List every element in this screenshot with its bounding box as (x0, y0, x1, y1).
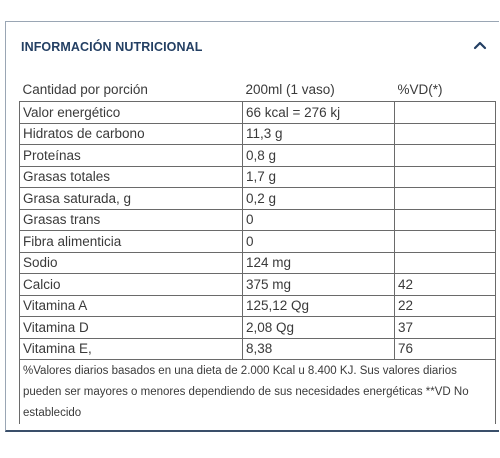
nutrient-amount: 375 mg (242, 273, 395, 296)
nutrient-amount: 0 (242, 230, 395, 253)
nutrient-vd: 37 (394, 316, 496, 339)
nutrient-amount: 125,12 Qg (242, 294, 395, 317)
table-row: Vitamina D 2,08 Qg 37 (19, 316, 496, 339)
table-row: Valor energético 66 kcal = 276 kj (19, 101, 496, 124)
table-row: Vitamina E, 8,38 76 (19, 337, 496, 360)
nutrient-vd (394, 165, 496, 188)
table-row: Hidratos de carbono 11,3 g (19, 122, 496, 145)
nutrient-name: Proteínas (19, 144, 243, 167)
nutrient-vd (394, 122, 496, 145)
nutrient-name: Vitamina E, (19, 337, 243, 360)
nutrient-vd (394, 251, 496, 274)
table-row: Sodio 124 mg (19, 251, 496, 274)
header-cell-amount: 200ml (1 vaso) (245, 82, 335, 97)
nutrient-amount: 0,8 g (242, 144, 395, 167)
nutrient-name: Valor energético (19, 101, 243, 124)
chevron-up-icon[interactable] (473, 40, 487, 50)
nutrient-vd (394, 101, 496, 124)
section-title: INFORMACIÓN NUTRICIONAL (21, 40, 203, 54)
nutrient-amount: 0 (242, 208, 395, 231)
nutrient-amount: 0,2 g (242, 187, 395, 210)
table-row: Vitamina A 125,12 Qg 22 (19, 294, 496, 317)
nutrient-vd: 42 (394, 273, 496, 296)
nutrient-vd (394, 187, 496, 210)
nutrition-table: Cantidad por porción 200ml (1 vaso) %VD(… (19, 78, 496, 424)
nutrient-name: Sodio (19, 251, 243, 274)
nutrient-vd: 22 (394, 294, 496, 317)
nutrient-vd: 76 (394, 337, 496, 360)
nutrient-vd (394, 144, 496, 167)
table-row: Grasas trans 0 (19, 208, 496, 231)
nutrient-name: Grasas trans (19, 208, 243, 231)
nutrition-info-header[interactable]: INFORMACIÓN NUTRICIONAL (6, 22, 499, 66)
nutrient-name: Fibra alimenticia (19, 230, 243, 253)
nutrient-amount: 66 kcal = 276 kj (242, 101, 395, 124)
nutrient-amount: 1,7 g (242, 165, 395, 188)
header-cell-serving: Cantidad por porción (22, 82, 148, 97)
table-row: Grasas totales 1,7 g (19, 165, 496, 188)
nutrient-amount: 2,08 Qg (242, 316, 395, 339)
nutrient-vd (394, 208, 496, 231)
nutrient-amount: 11,3 g (242, 122, 395, 145)
table-row: Calcio 375 mg 42 (19, 273, 496, 296)
footnote-row: %Valores diarios basados en una dieta de… (19, 359, 496, 424)
nutrient-name: Vitamina A (19, 294, 243, 317)
footnote-text: %Valores diarios basados en una dieta de… (19, 359, 496, 424)
table-row: Fibra alimenticia 0 (19, 230, 496, 253)
nutrition-info-panel: INFORMACIÓN NUTRICIONAL Cantidad por por… (5, 21, 499, 432)
table-row: Proteínas 0,8 g (19, 144, 496, 167)
table-header-row: Cantidad por porción 200ml (1 vaso) %VD(… (20, 78, 496, 102)
nutrient-amount: 8,38 (242, 337, 395, 360)
header-cell-vd: %VD(*) (397, 82, 443, 97)
table-row: Grasa saturada, g 0,2 g (19, 187, 496, 210)
nutrient-name: Hidratos de carbono (19, 122, 243, 145)
nutrient-amount: 124 mg (242, 251, 395, 274)
nutrient-name: Grasa saturada, g (19, 187, 243, 210)
nutrient-name: Vitamina D (19, 316, 243, 339)
nutrient-name: Grasas totales (19, 165, 243, 188)
nutrient-vd (394, 230, 496, 253)
nutrient-name: Calcio (19, 273, 243, 296)
